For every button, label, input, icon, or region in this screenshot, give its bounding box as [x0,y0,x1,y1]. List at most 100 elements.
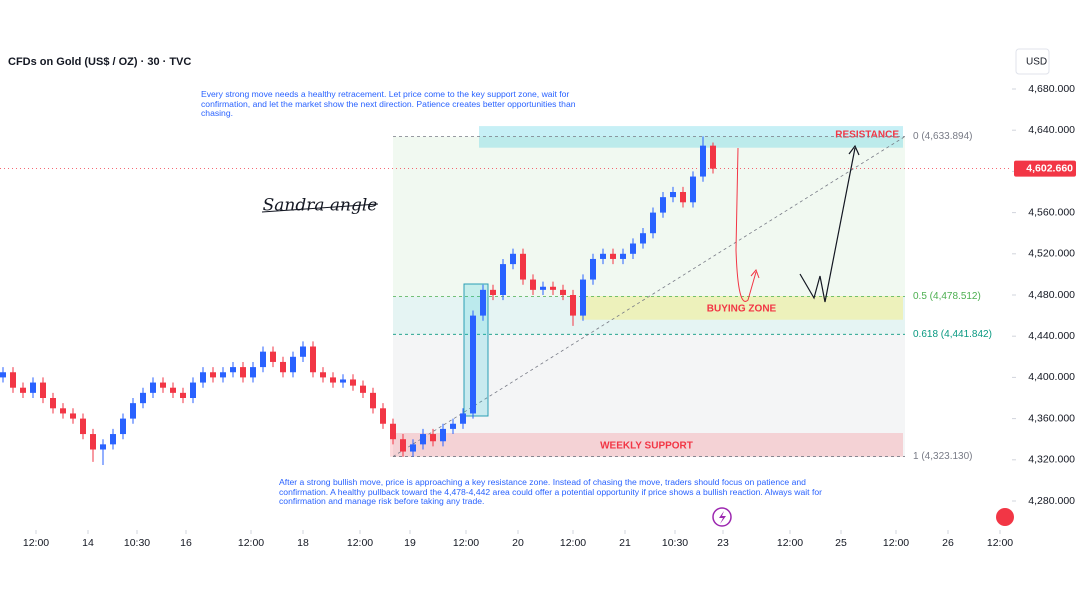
candle-body [320,372,326,378]
y-tick-label: 4,360.000 [1028,412,1075,424]
note-bottom: After a strong bullish move, price is ap… [279,477,822,507]
candle-body [660,197,666,213]
candle-body [210,372,216,378]
y-tick-label: 4,320.000 [1028,454,1075,466]
candle-body [90,434,96,450]
x-tick-label: 25 [835,537,847,549]
candle-body [40,382,46,398]
x-tick-label: 18 [297,537,309,549]
y-tick-label: 4,520.000 [1028,248,1075,260]
fib-label: 0.5 (4,478.512) [913,291,981,302]
currency-button[interactable] [1015,48,1050,75]
candle-body [260,351,266,368]
path-projection [799,147,856,303]
candle-body [160,382,166,388]
candle-body [480,289,486,316]
candle-body [120,418,126,435]
candle-body [410,444,416,452]
candle-body [590,258,596,280]
candle-body [60,408,66,414]
candle-body [560,289,566,295]
note-top: Every strong move needs a healthy retrac… [201,89,576,119]
zone [479,126,903,148]
candle-body [530,279,536,290]
candle-body [360,385,366,393]
candle-body [460,413,466,424]
candle-body [190,382,196,398]
y-tick-label: 4,680.000 [1028,83,1075,95]
candle-body [490,289,496,295]
flag-icon[interactable] [996,508,1014,526]
zone-label: WEEKLY SUPPORT [600,441,693,452]
x-tick-label: 12:00 [238,537,264,549]
candle-body [570,295,576,316]
candle-body [400,439,406,452]
candle-body [500,264,506,295]
y-tick-label: 4,560.000 [1028,206,1075,218]
fib-label: 1 (4,323.130) [913,451,973,462]
candle-body [0,372,6,378]
trend-line [392,136,906,457]
candle-body [390,423,396,440]
arrow-head [848,144,860,156]
candle-body [30,382,36,393]
candle-body [140,392,146,404]
candle-body [250,367,256,378]
candle-body [290,356,296,373]
candle-body [450,423,456,429]
signature: Sandra angle [263,196,378,216]
candle-body [710,145,716,169]
candle-body [20,387,26,393]
candle-body [300,346,306,357]
candle-body [100,444,106,450]
background-layer: RESISTANCE BUYING ZONE WEEKLY SUPPORT 0 (4,… [390,126,992,462]
x-tick-label: 12:00 [23,537,49,549]
x-tick-label: 12:00 [883,537,909,549]
candle-body [330,377,336,383]
candle-body [130,403,136,419]
x-tick-label: 23 [717,537,729,549]
events-icon[interactable] [712,507,732,527]
zone [390,433,903,457]
fib-label: 0.618 (4,441.842) [913,329,992,340]
y-tick-label: 4,280.000 [1028,495,1075,507]
last-price-box [1014,160,1076,177]
candle-body [670,192,676,198]
fib-band [393,296,905,335]
candle-body [690,176,696,203]
candle-body [700,145,706,177]
lightning [719,511,726,524]
zone-label: RESISTANCE [835,130,899,141]
candle-body [640,233,646,244]
candle-body [510,253,516,265]
y-tick-label: 4,640.000 [1028,124,1075,136]
y-tick-label: 4,480.000 [1028,289,1075,301]
zone [580,296,903,320]
currency: USD [1026,57,1047,68]
candle-body [340,379,346,383]
fib-label: 0 (4,633.894) [913,131,973,142]
chart-title: CFDs on Gold (US$ / OZ) · 30 · TVC [8,56,191,68]
candle-body [70,413,76,419]
candle-body [620,253,626,259]
y-tick-label: 4,400.000 [1028,371,1075,383]
x-tick-label: 12:00 [987,537,1013,549]
candle-body [240,367,246,378]
candle-body [110,434,116,445]
candle-body [280,361,286,373]
candle-body [180,392,186,398]
fib-band [393,334,905,457]
candle-body [150,382,156,393]
x-tick-label: 14 [82,537,94,549]
x-tick-label: 21 [619,537,631,549]
x-tick-label: 26 [942,537,954,549]
candle-body [370,392,376,409]
x-tick-label: 19 [404,537,416,549]
x-tick-label: 12:00 [453,537,479,549]
candle-body [220,372,226,378]
x-tick-label: 10:30 [124,537,150,549]
candle-body [200,372,206,383]
candle-body [650,212,656,234]
